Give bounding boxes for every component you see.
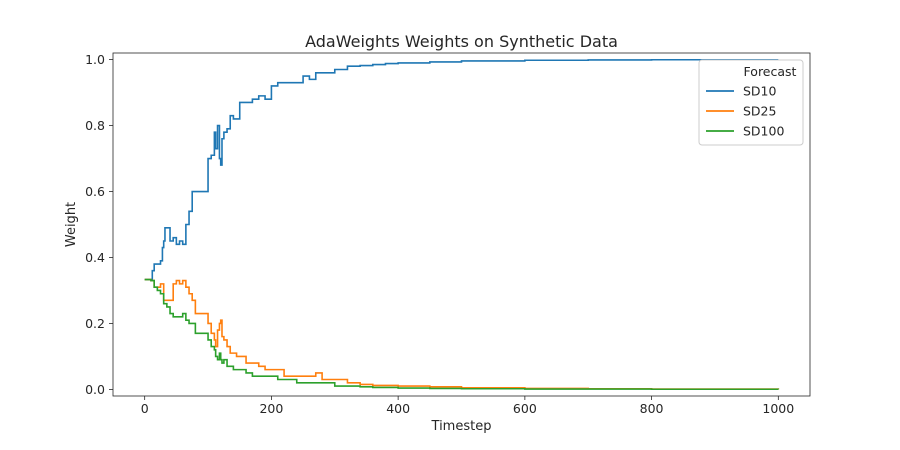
y-tick-label: 1.0: [85, 52, 105, 67]
y-tick-label: 0.6: [85, 184, 105, 199]
series-line-sd25: [144, 278, 780, 390]
y-axis: 0.0 0.2 0.4 0.6 0.8 1.0: [85, 52, 113, 397]
x-axis: 0 200 400 600 800 1000: [141, 396, 794, 416]
legend-box: [698, 59, 804, 146]
x-tick-label: 200: [259, 401, 283, 416]
y-tick-label: 0.0: [85, 382, 105, 397]
plot-area: [144, 58, 780, 391]
y-tick-label: 0.8: [85, 118, 105, 133]
legend-label-sd10: SD10: [743, 84, 777, 99]
x-tick-label: 400: [386, 401, 410, 416]
y-tick-label: 0.4: [85, 250, 105, 265]
legend-label-sd100: SD100: [743, 124, 784, 139]
plot-frame: [112, 52, 811, 397]
legend: Forecast SD10 SD25 SD100: [698, 59, 804, 146]
series-line-sd10: [144, 58, 780, 282]
x-tick-label: 0: [141, 401, 149, 416]
x-tick-label: 600: [513, 401, 537, 416]
x-axis-label: Timestep: [431, 419, 492, 434]
x-tick-label: 1000: [762, 401, 794, 416]
legend-label-sd25: SD25: [743, 104, 776, 119]
legend-title: Forecast: [744, 64, 797, 79]
chart-title: AdaWeights Weights on Synthetic Data: [305, 32, 618, 51]
y-tick-label: 0.2: [85, 316, 105, 331]
series-line-sd100: [144, 278, 780, 391]
y-axis-label: Weight: [64, 202, 79, 247]
x-tick-label: 800: [640, 401, 664, 416]
